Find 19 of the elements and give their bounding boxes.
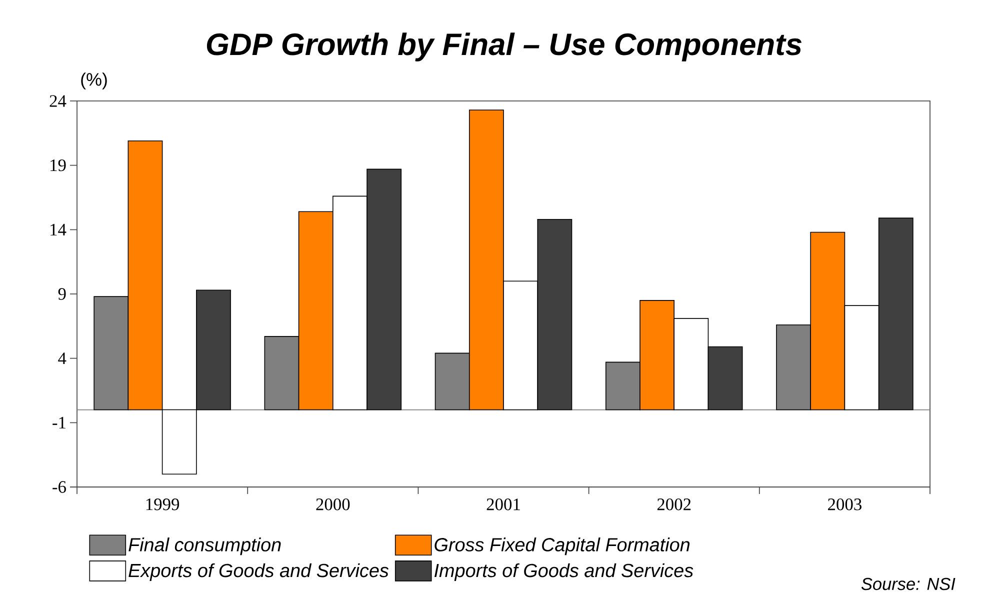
y-tick-label: -6: [52, 481, 66, 493]
x-tick-label: 2003: [828, 498, 862, 510]
legend-label: Gross Fixed Capital Formation: [434, 538, 690, 556]
y-tick-label: 14: [50, 224, 66, 236]
x-tick-label: 2000: [316, 498, 350, 510]
legend-label: Imports of Goods and Services: [434, 563, 694, 581]
chart-title: GDP Growth by Final – Use Components: [206, 32, 802, 62]
x-tick-label: 2002: [657, 498, 691, 510]
y-axis-title: (%): [81, 72, 107, 90]
y-tick-label: 4: [58, 352, 66, 364]
x-tick-label: 2001: [486, 498, 520, 510]
y-tick-label: 19: [50, 159, 66, 172]
y-tick-label: 9: [58, 288, 66, 300]
text: Sourse: NSI: [861, 578, 956, 590]
y-tick-label: -1: [52, 416, 66, 428]
legend-label: Exports of Goods and Services: [128, 563, 389, 581]
y-tick-label: 24: [50, 95, 66, 107]
legend-label: Final consumption: [128, 538, 281, 556]
x-tick-label: 1999: [146, 498, 180, 510]
